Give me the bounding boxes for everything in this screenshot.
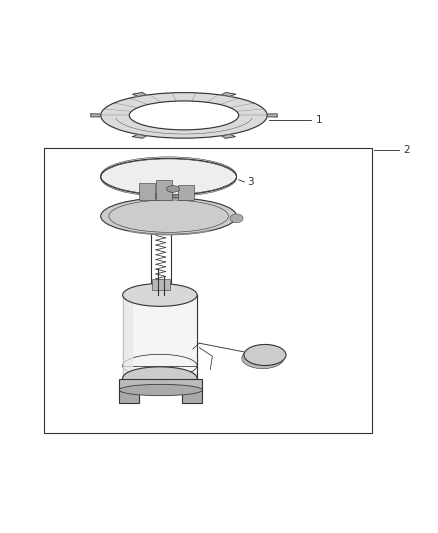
Polygon shape [133, 93, 147, 96]
Polygon shape [123, 295, 197, 378]
Ellipse shape [123, 284, 197, 306]
Ellipse shape [103, 159, 234, 194]
Text: 1: 1 [315, 115, 322, 125]
Polygon shape [133, 134, 147, 138]
Bar [119, 390, 139, 403]
Polygon shape [101, 93, 267, 138]
Text: 2: 2 [403, 146, 410, 156]
Ellipse shape [123, 367, 197, 390]
Bar [139, 183, 155, 200]
Polygon shape [91, 114, 101, 117]
Bar [182, 390, 202, 403]
Text: 3: 3 [247, 177, 254, 187]
Ellipse shape [166, 185, 180, 192]
Bar [119, 378, 202, 390]
Polygon shape [221, 134, 235, 138]
Bar [152, 279, 170, 290]
Ellipse shape [101, 198, 237, 235]
Polygon shape [123, 295, 132, 378]
Ellipse shape [230, 214, 243, 223]
Ellipse shape [119, 384, 202, 395]
Polygon shape [221, 93, 235, 96]
Ellipse shape [244, 344, 286, 366]
Bar [178, 184, 194, 200]
Bar [44, 148, 372, 433]
Bar [156, 180, 172, 200]
Ellipse shape [242, 348, 284, 369]
Polygon shape [267, 114, 277, 117]
